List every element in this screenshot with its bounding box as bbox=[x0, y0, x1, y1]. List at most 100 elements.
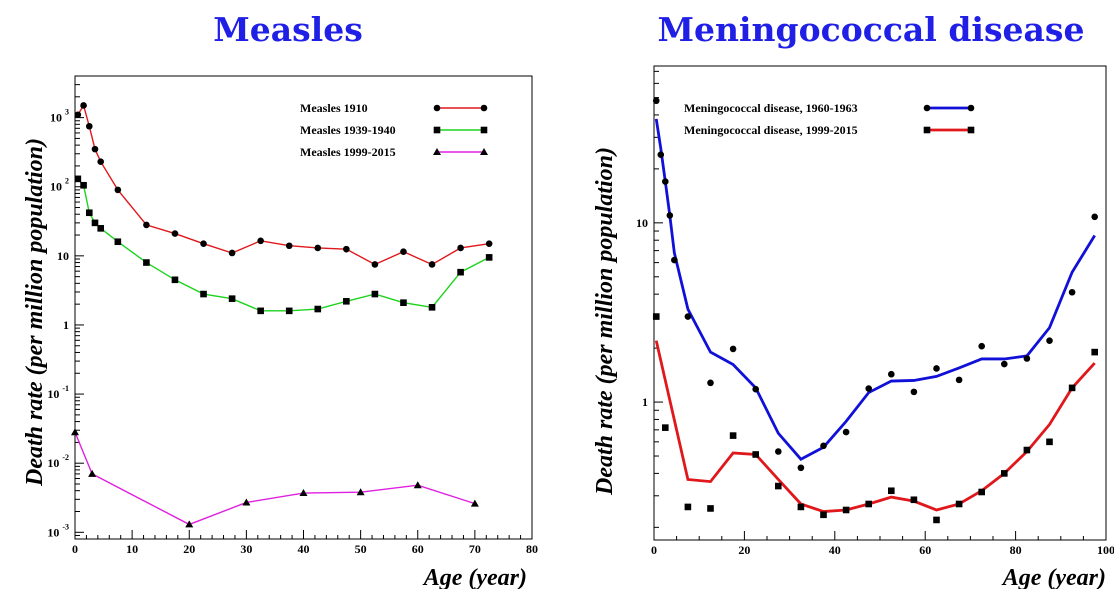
meningococcal-data-point bbox=[842, 506, 850, 514]
measles-data-point bbox=[171, 276, 179, 284]
measles-data-point bbox=[371, 261, 379, 268]
meningococcal-data-point bbox=[910, 388, 918, 396]
meningococcal-data-point bbox=[684, 313, 692, 320]
measles-data-point bbox=[285, 242, 293, 250]
meningococcal-data-point bbox=[842, 428, 850, 436]
measles-data-point bbox=[200, 290, 207, 298]
meningococcal-data-point bbox=[865, 385, 872, 392]
meningococcal-series-line-2 bbox=[654, 340, 1096, 513]
measles-data-point bbox=[242, 498, 251, 506]
measles-y-tick-label: 10 bbox=[57, 249, 69, 263]
measles-data-point bbox=[314, 305, 322, 313]
meningococcal-data-point bbox=[1023, 355, 1031, 362]
meningococcal-data-point bbox=[752, 451, 759, 458]
meningococcal-data-point bbox=[797, 503, 805, 511]
measles-legend-marker bbox=[433, 104, 441, 112]
measles-data-point bbox=[80, 102, 87, 109]
meningococcal-data-point bbox=[865, 500, 872, 508]
measles-data-point bbox=[400, 299, 407, 306]
meningococcal-data-point bbox=[933, 365, 940, 372]
meningococcal-y-tick-label: 1 bbox=[642, 395, 648, 409]
meningococcal-x-axis-label: Age (year) bbox=[1001, 565, 1106, 589]
meningococcal-data-point bbox=[1068, 288, 1076, 296]
meningococcal-legend-label: Meningococcal disease, 1999-2015 bbox=[684, 123, 858, 137]
meningococcal-data-point bbox=[707, 505, 714, 512]
meningococcal-data-point bbox=[955, 500, 963, 508]
meningococcal-data-point bbox=[820, 511, 827, 519]
measles-data-point bbox=[85, 122, 93, 130]
measles-data-point bbox=[257, 237, 264, 245]
measles-x-tick-label: 60 bbox=[412, 542, 424, 556]
measles-data-point bbox=[88, 469, 97, 477]
measles-data-point bbox=[457, 244, 464, 252]
meningococcal-x-tick-label: 80 bbox=[1010, 543, 1022, 557]
meningococcal-data-point bbox=[978, 342, 985, 350]
meningococcal-data-point bbox=[910, 496, 918, 504]
measles-data-point bbox=[314, 244, 322, 252]
meningococcal-plot-frame: 0 20 40 60 80 100 10 1 Meningococcal disease, 19… bbox=[636, 65, 1114, 557]
meningococcal-data-point bbox=[707, 379, 714, 387]
measles-legend-marker bbox=[433, 148, 441, 155]
measles-data-point bbox=[428, 304, 436, 311]
measles-x-axis-label: Age (year) bbox=[422, 565, 527, 589]
meningococcal-data-point bbox=[955, 376, 963, 384]
measles-data-point bbox=[470, 499, 479, 507]
meningococcal-legend-marker bbox=[967, 126, 975, 134]
measles-title: Measles bbox=[213, 10, 363, 49]
meningococcal-data-point bbox=[1001, 470, 1008, 477]
meningococcal-data-point bbox=[666, 212, 674, 219]
measles-y-tick-label: 10 -1 bbox=[47, 384, 69, 401]
measles-data-point bbox=[185, 520, 194, 528]
meningococcal-series-line-1 bbox=[654, 118, 1096, 461]
meningococcal-data-point bbox=[888, 370, 895, 378]
meningococcal-data-point bbox=[657, 151, 665, 158]
meningococcal-data-point bbox=[1091, 348, 1098, 356]
meningococcal-data-point bbox=[1023, 446, 1031, 454]
measles-x-tick-label: 80 bbox=[526, 542, 538, 556]
measles-series-line-1 bbox=[77, 103, 490, 266]
measles-legend-marker bbox=[480, 104, 488, 112]
meningococcal-x-tick-label: 100 bbox=[1097, 543, 1114, 557]
meningococcal-data-point bbox=[652, 313, 660, 320]
meningococcal-x-tick-label: 40 bbox=[829, 543, 841, 557]
measles-data-point bbox=[97, 225, 105, 232]
measles-x-tick-label: 40 bbox=[298, 542, 310, 556]
meningococcal-data-point bbox=[775, 448, 782, 455]
meningococcal-y-tick-label: 10 bbox=[636, 216, 648, 230]
measles-y-tick-label: 10 -3 bbox=[47, 522, 69, 539]
measles-x-tick-label: 0 bbox=[72, 542, 78, 556]
measles-y-axis-label: Death rate (per million population) bbox=[22, 138, 48, 487]
measles-x-tick-label: 30 bbox=[240, 542, 252, 556]
measles-x-tick-label: 20 bbox=[183, 542, 195, 556]
measles-data-point bbox=[71, 428, 79, 436]
meningococcal-data-point bbox=[1046, 438, 1053, 446]
measles-data-point bbox=[356, 488, 365, 496]
measles-data-point bbox=[371, 290, 379, 298]
meningococcal-data-point bbox=[1091, 213, 1098, 221]
measles-data-point bbox=[74, 111, 82, 119]
measles-data-point bbox=[91, 145, 99, 153]
measles-x-tick-label: 70 bbox=[469, 542, 481, 556]
measles-data-point bbox=[114, 238, 122, 246]
meningococcal-data-point bbox=[1001, 360, 1008, 368]
meningococcal-data-point bbox=[820, 442, 827, 450]
measles-data-point bbox=[143, 221, 150, 229]
meningococcal-data-point bbox=[978, 488, 985, 496]
meningococcal-x-tick-label: 60 bbox=[919, 543, 931, 557]
meningococcal-data-point bbox=[888, 487, 895, 495]
measles-data-point bbox=[285, 307, 293, 315]
measles-data-point bbox=[171, 230, 179, 237]
measles-data-point bbox=[143, 259, 150, 266]
measles-data-point bbox=[400, 248, 407, 255]
measles-data-point bbox=[299, 489, 308, 497]
meningococcal-title: Meningococcal disease bbox=[658, 10, 1085, 49]
meningococcal-data-point bbox=[729, 432, 737, 439]
measles-legend-marker bbox=[433, 126, 441, 134]
measles-data-point bbox=[91, 219, 99, 227]
meningococcal-data-point bbox=[933, 516, 940, 524]
measles-x-tick-label: 50 bbox=[355, 542, 367, 556]
meningococcal-data-point bbox=[752, 385, 759, 393]
measles-data-point bbox=[257, 307, 264, 315]
meningococcal-legend-marker bbox=[967, 104, 975, 112]
